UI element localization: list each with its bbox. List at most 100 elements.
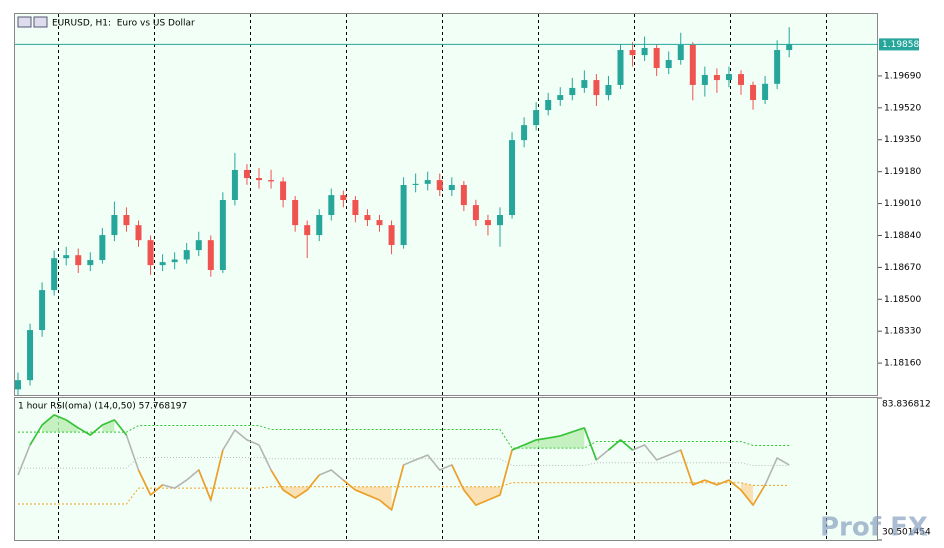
above-fill <box>102 419 115 433</box>
rsi-above-segment <box>29 424 43 446</box>
rsi-above-segment <box>77 427 91 436</box>
rsi-below-segment <box>704 479 718 486</box>
current-price-label: 1.19858 <box>882 40 919 50</box>
candle-body <box>75 255 82 266</box>
rsi-below-segment <box>294 489 308 499</box>
candle-body <box>629 50 636 56</box>
candle-body <box>460 184 467 206</box>
current-price-box <box>879 38 919 51</box>
rsi-below-segment <box>679 449 694 486</box>
middle-band <box>18 456 790 469</box>
candle-body <box>268 180 275 182</box>
candle-body <box>388 225 395 246</box>
rsi-above-segment <box>548 435 561 439</box>
rsi-below-segment <box>342 479 356 491</box>
candle-body <box>569 87 576 96</box>
candle-body <box>207 240 214 271</box>
candle-body <box>701 74 708 85</box>
candle-body <box>412 183 419 185</box>
candle-body <box>99 235 106 261</box>
candle-body <box>135 225 142 241</box>
candle-body <box>497 215 503 226</box>
candle-body <box>304 225 311 236</box>
rsi-below-segment <box>475 499 489 506</box>
rsi-above-segment <box>102 419 115 426</box>
candle-body <box>593 80 600 96</box>
rsi-above-segment <box>511 444 525 451</box>
above-fill <box>548 435 561 449</box>
rsi-below-segment <box>716 479 730 486</box>
candle-body <box>545 99 552 111</box>
rsi-below-segment <box>451 464 465 491</box>
candle-body <box>689 44 696 85</box>
rsi-above-segment <box>583 427 598 461</box>
y-tick-label: 1.18160 <box>884 359 921 369</box>
above-fill <box>536 438 549 449</box>
y-tick-label: 1.18500 <box>884 295 921 305</box>
candle-body <box>400 184 407 246</box>
main-pane <box>14 13 878 396</box>
candle-body <box>581 80 588 88</box>
above-fill <box>42 414 55 433</box>
y-tick-label: 1.19690 <box>884 71 921 81</box>
candle-body <box>653 47 660 69</box>
candle-body <box>786 44 793 51</box>
candle-body <box>533 110 540 126</box>
candle-body <box>738 74 744 85</box>
above-fill <box>66 419 79 433</box>
rsi-below-segment <box>198 469 212 501</box>
candle-body <box>725 74 732 81</box>
indicator-title: 1 hour RSI(oma) (14,0,50) 57.768197 <box>18 402 187 412</box>
candle-body <box>436 180 443 191</box>
rsi-below-segment <box>367 494 380 501</box>
below-fill <box>487 486 500 501</box>
upper-band <box>18 425 790 449</box>
rsi-below-segment <box>306 474 320 491</box>
candle-body <box>641 47 648 56</box>
rsi-below-segment <box>487 494 501 501</box>
candle-body <box>677 44 684 60</box>
candle-body <box>557 95 564 100</box>
rsi-above-segment <box>523 439 537 446</box>
y-tick-label: 1.19520 <box>884 103 921 113</box>
rsi-below-segment <box>270 469 284 491</box>
rsi-above-segment <box>113 419 128 436</box>
below-fill <box>367 486 380 501</box>
rsi-above-segment <box>572 427 585 433</box>
candle-body <box>750 84 757 100</box>
rsi-below-segment <box>137 469 152 496</box>
candle-body <box>111 215 118 236</box>
y-tick-label: 1.18670 <box>884 263 921 273</box>
candle-body <box>231 169 238 200</box>
rsi-below-segment <box>499 449 513 496</box>
rsi-above-segment <box>619 439 634 451</box>
candle-body <box>713 74 720 81</box>
candle-body <box>340 195 347 200</box>
candle-body <box>521 125 528 141</box>
y-tick-label: 1.19180 <box>884 167 921 177</box>
y-tick-label: 1.19350 <box>884 135 921 145</box>
candle-body <box>352 199 359 216</box>
rsi-above-segment <box>536 437 549 441</box>
candle-body <box>256 178 262 181</box>
candle-body <box>15 380 21 390</box>
icon <box>17 16 32 28</box>
candle-body <box>123 215 130 226</box>
candle-body <box>39 290 46 331</box>
rsi-above-segment <box>41 414 55 426</box>
y-tick-label: 30.501454 <box>882 528 931 538</box>
candle-body <box>292 199 299 226</box>
candle-body <box>774 50 781 84</box>
y-tick-label: 1.19010 <box>884 199 921 209</box>
rsi-below-segment <box>282 489 296 499</box>
rsi-above-segment <box>65 419 79 429</box>
candle-body <box>316 215 323 236</box>
chart-title: EURUSD, H1: Euro vs US Dollar <box>52 19 195 29</box>
candle-body <box>171 259 178 263</box>
rsi-below-segment <box>752 484 766 506</box>
candle-body <box>665 59 672 69</box>
candle-body <box>195 240 202 251</box>
below-fill <box>379 486 392 510</box>
rsi-above-segment <box>559 431 573 437</box>
